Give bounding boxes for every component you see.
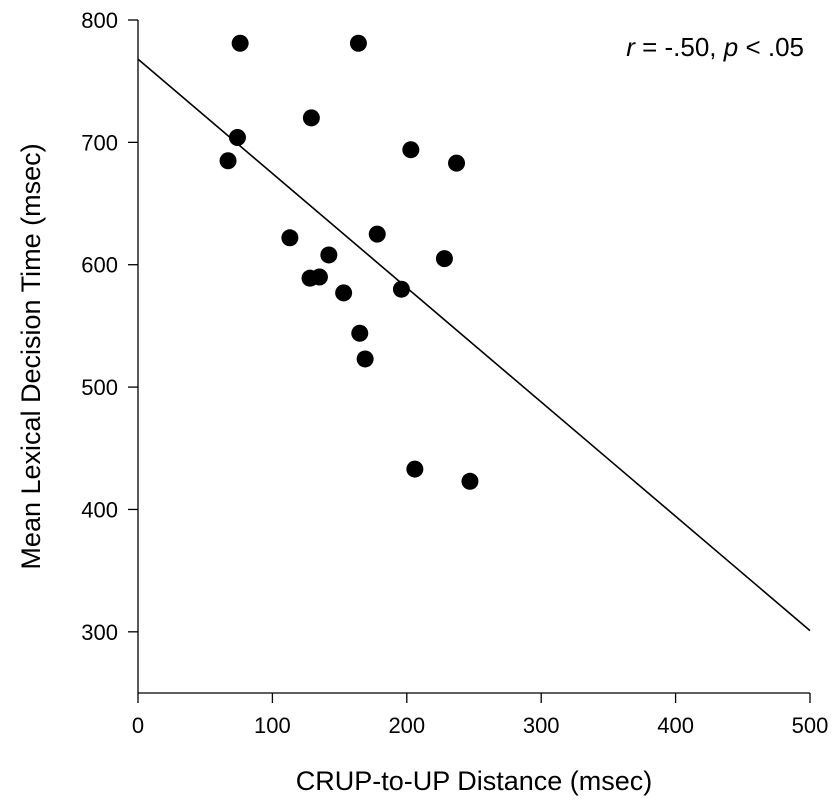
data-point	[281, 229, 299, 247]
y-tick-label: 700	[81, 130, 118, 155]
r-symbol: r	[626, 32, 636, 62]
x-tick-label: 300	[523, 713, 560, 738]
data-point	[228, 128, 246, 146]
x-tick-label: 0	[132, 713, 144, 738]
x-tick-label: 200	[388, 713, 425, 738]
regression-line	[137, 58, 811, 632]
y-tick-label: 800	[81, 8, 118, 33]
y-tick-label: 500	[81, 375, 118, 400]
x-tick-label: 100	[254, 713, 291, 738]
data-point	[302, 109, 320, 127]
data-point	[351, 324, 369, 342]
y-tick-label: 600	[81, 253, 118, 278]
p-symbol: p	[723, 32, 738, 62]
data-point	[349, 34, 367, 52]
y-tick-label: 300	[81, 620, 118, 645]
data-point	[320, 246, 338, 264]
y-axis-ticks: 300 400 500 600 700 800	[81, 8, 138, 645]
data-point	[392, 280, 410, 298]
data-point	[461, 472, 479, 490]
r-value: = -.50,	[635, 32, 724, 62]
data-point	[335, 284, 353, 302]
data-point	[402, 141, 420, 159]
x-tick-label: 500	[792, 713, 829, 738]
data-point	[356, 350, 374, 368]
y-tick-label: 400	[81, 497, 118, 522]
y-axis-title: Mean Lexical Decision Time (msec)	[16, 143, 46, 569]
data-point	[448, 154, 466, 172]
x-tick-label: 400	[657, 713, 694, 738]
correlation-annotation: r = -.50, p < .05	[626, 32, 804, 62]
data-point	[435, 250, 453, 268]
data-point	[219, 152, 237, 170]
x-axis-ticks: 0 100 200 300 400 500	[132, 693, 828, 738]
data-point	[368, 225, 386, 243]
x-axis-title: CRUP-to-UP Distance (msec)	[296, 766, 653, 796]
data-points	[219, 34, 479, 490]
p-value: < .05	[738, 32, 804, 62]
data-point	[231, 34, 249, 52]
data-point	[406, 460, 424, 478]
data-point	[310, 268, 328, 286]
axes	[137, 20, 810, 694]
